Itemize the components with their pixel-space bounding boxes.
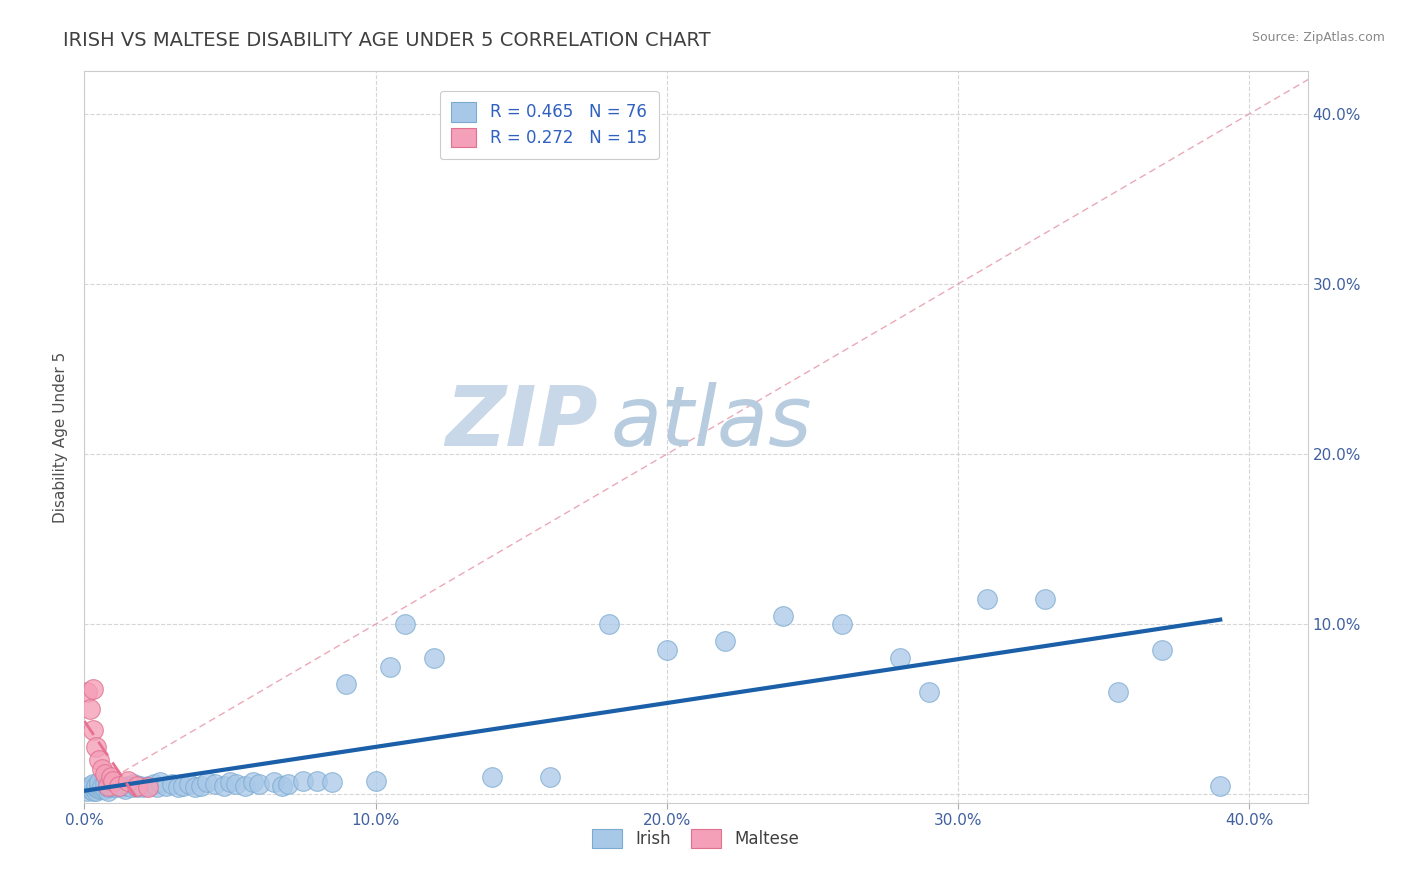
Point xyxy=(120,780,142,795)
Legend: Irish, Maltese: Irish, Maltese xyxy=(583,821,808,856)
Point xyxy=(87,779,110,793)
Point xyxy=(82,681,104,696)
Point xyxy=(79,702,101,716)
Point xyxy=(93,777,115,791)
Point xyxy=(247,777,270,791)
Point xyxy=(138,780,160,795)
Point xyxy=(87,782,110,797)
Point xyxy=(76,784,98,798)
Point xyxy=(538,770,561,784)
Point xyxy=(184,780,207,795)
Point xyxy=(97,779,120,793)
Point xyxy=(149,775,172,789)
Point xyxy=(143,777,166,791)
Point xyxy=(277,777,299,791)
Point xyxy=(146,780,169,795)
Point xyxy=(714,634,737,648)
Point xyxy=(84,779,107,793)
Point xyxy=(233,779,256,793)
Point xyxy=(598,617,620,632)
Point xyxy=(1150,642,1173,657)
Point xyxy=(225,777,247,791)
Point xyxy=(889,651,911,665)
Point xyxy=(394,617,416,632)
Point xyxy=(1107,685,1129,699)
Point xyxy=(125,780,148,795)
Point xyxy=(82,780,104,795)
Point xyxy=(87,775,110,789)
Point xyxy=(160,777,183,791)
Point xyxy=(772,608,794,623)
Point xyxy=(195,775,218,789)
Point xyxy=(97,780,120,795)
Point xyxy=(219,775,242,789)
Point xyxy=(125,779,148,793)
Point xyxy=(321,775,343,789)
Point xyxy=(166,780,188,795)
Point xyxy=(364,773,387,788)
Point xyxy=(190,779,212,793)
Point xyxy=(84,780,107,795)
Point xyxy=(271,779,294,793)
Point xyxy=(108,779,131,793)
Point xyxy=(76,685,98,699)
Point xyxy=(93,782,115,797)
Point xyxy=(82,784,104,798)
Point xyxy=(242,775,264,789)
Point xyxy=(90,779,112,793)
Text: Source: ZipAtlas.com: Source: ZipAtlas.com xyxy=(1251,31,1385,45)
Text: ZIP: ZIP xyxy=(446,382,598,463)
Point xyxy=(179,777,201,791)
Point xyxy=(79,779,101,793)
Point xyxy=(128,779,150,793)
Point xyxy=(263,775,285,789)
Point xyxy=(976,591,998,606)
Point xyxy=(155,779,177,793)
Point xyxy=(103,777,125,791)
Point xyxy=(84,784,107,798)
Point xyxy=(97,784,120,798)
Point xyxy=(335,677,357,691)
Point xyxy=(291,773,314,788)
Point xyxy=(1209,779,1232,793)
Text: atlas: atlas xyxy=(610,382,813,463)
Point xyxy=(100,779,122,793)
Point xyxy=(918,685,941,699)
Point xyxy=(122,777,145,791)
Point xyxy=(93,767,115,781)
Point xyxy=(82,777,104,791)
Point xyxy=(138,779,160,793)
Point xyxy=(114,782,136,797)
Point xyxy=(307,773,329,788)
Point xyxy=(84,739,107,754)
Point xyxy=(90,762,112,776)
Text: IRISH VS MALTESE DISABILITY AGE UNDER 5 CORRELATION CHART: IRISH VS MALTESE DISABILITY AGE UNDER 5 … xyxy=(63,31,711,50)
Point xyxy=(90,782,112,797)
Point xyxy=(481,770,503,784)
Point xyxy=(97,777,120,791)
Point xyxy=(103,773,125,788)
Point xyxy=(380,659,402,673)
Point xyxy=(105,780,128,795)
Point xyxy=(655,642,678,657)
Point xyxy=(423,651,446,665)
Point xyxy=(131,780,153,795)
Point xyxy=(831,617,853,632)
Point xyxy=(79,782,101,797)
Point xyxy=(117,779,139,793)
Y-axis label: Disability Age Under 5: Disability Age Under 5 xyxy=(52,351,67,523)
Point xyxy=(103,780,125,795)
Point xyxy=(108,779,131,793)
Point xyxy=(204,777,226,791)
Point xyxy=(100,770,122,784)
Point xyxy=(172,779,194,793)
Point xyxy=(1035,591,1057,606)
Point xyxy=(117,773,139,788)
Point xyxy=(82,723,104,737)
Point xyxy=(111,780,134,795)
Point xyxy=(87,753,110,767)
Point xyxy=(212,779,235,793)
